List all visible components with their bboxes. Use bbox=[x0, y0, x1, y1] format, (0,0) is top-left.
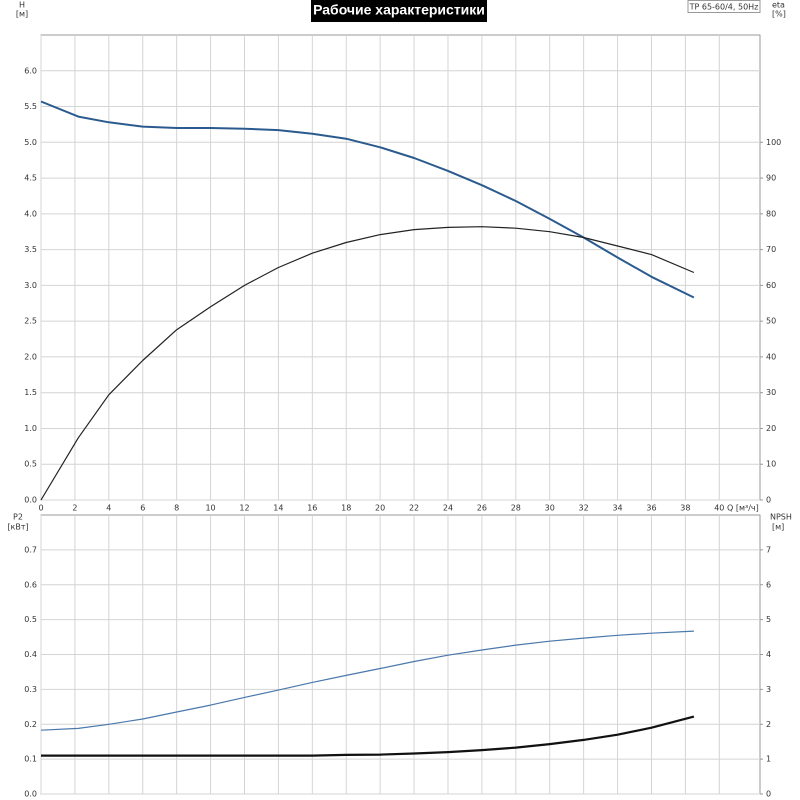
y2-tick-label: 80 bbox=[766, 209, 776, 218]
model-box bbox=[687, 0, 761, 13]
y-tick-label: 2.5 bbox=[24, 317, 37, 326]
y-tick-label: 6.0 bbox=[24, 66, 37, 75]
series-line bbox=[41, 715, 695, 757]
y-tick-label: 0.3 bbox=[24, 685, 37, 694]
y2-tick-label: 60 bbox=[766, 281, 776, 290]
series-line bbox=[40, 100, 695, 299]
y2-tick-label: 20 bbox=[766, 424, 776, 433]
x-tick-label: 38 bbox=[680, 504, 690, 513]
y-tick-label: 0.5 bbox=[24, 460, 37, 469]
chart-title: Рабочие характеристики bbox=[313, 2, 485, 18]
y2-tick-label: 50 bbox=[766, 317, 776, 326]
x-tick-label: 16 bbox=[307, 504, 317, 513]
y2-tick-label: 6 bbox=[766, 580, 771, 589]
y-tick-label: 4.5 bbox=[24, 174, 37, 183]
y-tick-label: 0.4 bbox=[24, 650, 37, 659]
y-tick-label: 0.2 bbox=[24, 720, 37, 729]
y-tick-label: 0.5 bbox=[24, 615, 37, 624]
y-axis-unit: [м] bbox=[16, 10, 28, 19]
x-axis-label: Q [м³/ч] bbox=[727, 504, 759, 513]
y-axis-unit: [кВт] bbox=[7, 523, 28, 532]
y2-tick-label: 2 bbox=[766, 720, 771, 729]
y-tick-label: 2.0 bbox=[24, 352, 37, 361]
x-tick-label: 32 bbox=[579, 504, 589, 513]
series-line bbox=[40, 226, 695, 501]
y2-tick-label: 100 bbox=[766, 138, 781, 147]
x-tick-label: 26 bbox=[477, 504, 487, 513]
y2-axis-unit: [м] bbox=[772, 523, 784, 532]
y-tick-label: 0.0 bbox=[24, 496, 37, 505]
y-axis-label: P2 bbox=[13, 513, 23, 522]
x-tick-label: 6 bbox=[140, 504, 145, 513]
x-tick-label: 4 bbox=[106, 504, 111, 513]
x-tick-label: 14 bbox=[273, 504, 283, 513]
y-tick-label: 0.6 bbox=[24, 580, 37, 589]
y-tick-label: 1.5 bbox=[24, 388, 37, 397]
x-tick-label: 36 bbox=[646, 504, 656, 513]
y2-axis-label: eta bbox=[772, 1, 785, 10]
y-axis-label: H bbox=[19, 1, 25, 10]
y2-tick-label: 3 bbox=[766, 685, 771, 694]
x-tick-label: 10 bbox=[205, 504, 215, 513]
x-tick-label: 40 bbox=[714, 504, 724, 513]
x-tick-label: 34 bbox=[612, 504, 622, 513]
y-tick-label: 3.5 bbox=[24, 245, 37, 254]
y2-tick-label: 30 bbox=[766, 388, 776, 397]
y2-tick-label: 40 bbox=[766, 352, 776, 361]
y-tick-label: 5.0 bbox=[24, 138, 37, 147]
x-tick-label: 30 bbox=[545, 504, 555, 513]
plot-frame bbox=[40, 34, 761, 501]
x-tick-label: 12 bbox=[239, 504, 249, 513]
x-tick-label: 18 bbox=[341, 504, 351, 513]
y-tick-label: 4.0 bbox=[24, 209, 37, 218]
x-tick-label: 28 bbox=[511, 504, 521, 513]
x-tick-label: 8 bbox=[174, 504, 179, 513]
y-tick-label: 3.0 bbox=[24, 281, 37, 290]
x-tick-label: 2 bbox=[72, 504, 77, 513]
y2-axis-unit: [%] bbox=[772, 10, 786, 19]
y2-tick-label: 90 bbox=[766, 174, 776, 183]
y2-tick-label: 4 bbox=[766, 650, 771, 659]
y2-axis-label: NPSH bbox=[770, 513, 792, 522]
x-tick-label: 24 bbox=[443, 504, 453, 513]
y-tick-label: 0.7 bbox=[24, 545, 37, 554]
y-tick-label: 0.1 bbox=[24, 755, 37, 764]
y-tick-label: 1.0 bbox=[24, 424, 37, 433]
x-tick-label: 0 bbox=[38, 504, 43, 513]
y2-tick-label: 7 bbox=[766, 545, 771, 554]
title-box bbox=[311, 0, 487, 22]
series-line bbox=[40, 630, 694, 731]
y2-tick-label: 0 bbox=[766, 496, 771, 505]
y2-tick-label: 5 bbox=[766, 615, 771, 624]
y-tick-label: 0.0 bbox=[24, 790, 37, 799]
x-tick-label: 22 bbox=[409, 504, 419, 513]
y-tick-label: 5.5 bbox=[24, 102, 37, 111]
y2-tick-label: 10 bbox=[766, 460, 776, 469]
y2-tick-label: 70 bbox=[766, 245, 776, 254]
model-label: TP 65-60/4, 50Hz bbox=[689, 3, 759, 12]
y2-tick-label: 0 bbox=[766, 790, 771, 799]
y2-tick-label: 1 bbox=[766, 755, 771, 764]
x-tick-label: 20 bbox=[375, 504, 385, 513]
